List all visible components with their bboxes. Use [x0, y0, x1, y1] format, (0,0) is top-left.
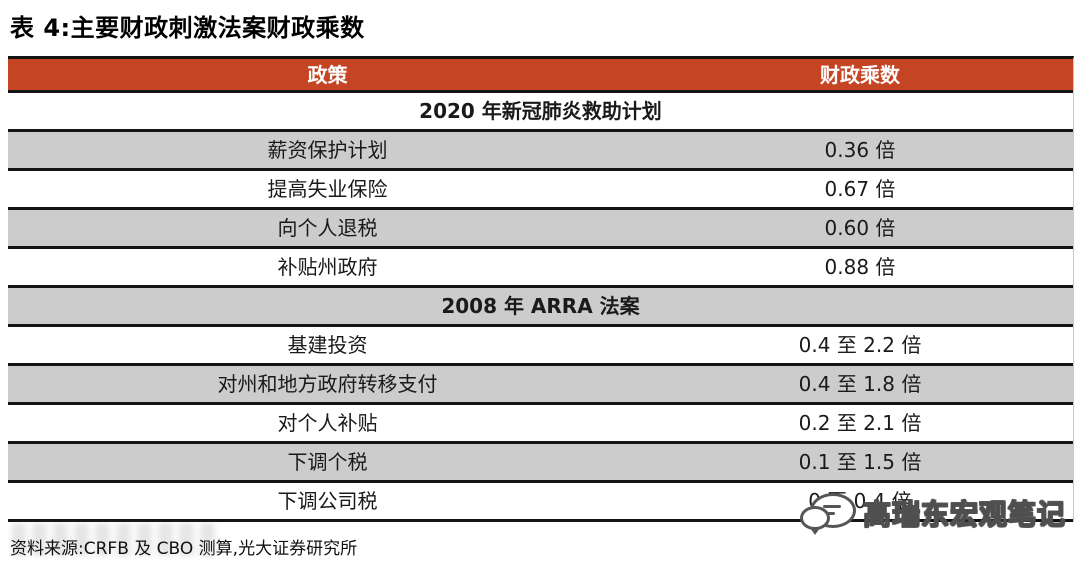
- source-note: 资料来源:CRFB 及 CBO 测算,光大证券研究所: [10, 539, 358, 559]
- policy-cell: 补贴州政府: [277, 255, 378, 279]
- table-row: 补贴州政府 0.88 倍: [8, 249, 1073, 288]
- section-label: 2008 年 ARRA 法案: [441, 294, 640, 318]
- section-row-2020: 2020 年新冠肺炎救助计划: [8, 93, 1073, 132]
- table-header-row: 政策 财政乘数: [8, 59, 1073, 93]
- policy-cell: 下调个税: [287, 450, 368, 474]
- multiplier-cell: 0.60 倍: [824, 216, 896, 240]
- watermark-label: 高瑞东宏观笔记: [862, 497, 1066, 531]
- multiplier-cell: 0.88 倍: [824, 255, 896, 279]
- column-header-multiplier: 财政乘数: [820, 62, 900, 87]
- multiplier-cell: 0.4 至 2.2 倍: [798, 333, 922, 357]
- multiplier-cell: 0.67 倍: [824, 177, 896, 201]
- faint-watermark-smudge: [12, 523, 217, 556]
- policy-cell: 下调公司税: [277, 489, 378, 513]
- table-row: 对个人补贴 0.2 至 2.1 倍: [8, 405, 1073, 444]
- policy-cell: 基建投资: [287, 333, 368, 357]
- table-row: 基建投资 0.4 至 2.2 倍: [8, 327, 1073, 366]
- multiplier-cell: 0.2 至 2.1 倍: [798, 411, 922, 435]
- section-row-2008-arra: 2008 年 ARRA 法案: [8, 288, 1073, 327]
- multiplier-cell: 0.4 至 1.8 倍: [798, 372, 922, 396]
- account-watermark: 高瑞东宏观笔记: [799, 492, 1066, 535]
- chat-bubbles-icon: [799, 492, 858, 535]
- multiplier-cell: 0.1 至 1.5 倍: [798, 450, 922, 474]
- multiplier-cell: 0.36 倍: [824, 138, 896, 162]
- table-row: 下调个税 0.1 至 1.5 倍: [8, 444, 1073, 483]
- policy-cell: 提高失业保险: [267, 177, 388, 201]
- table-row: 对州和地方政府转移支付 0.4 至 1.8 倍: [8, 366, 1073, 405]
- table-row: 薪资保护计划 0.36 倍: [8, 132, 1073, 171]
- policy-cell: 对个人补贴: [277, 411, 378, 435]
- fiscal-multiplier-table: 政策 财政乘数 2020 年新冠肺炎救助计划 薪资保护计划 0.36 倍 提高失…: [8, 56, 1074, 522]
- column-header-policy: 政策: [307, 62, 348, 87]
- policy-cell: 对州和地方政府转移支付: [217, 372, 438, 396]
- policy-cell: 向个人退税: [277, 216, 378, 240]
- section-label: 2020 年新冠肺炎救助计划: [419, 99, 662, 123]
- table-row: 提高失业保险 0.67 倍: [8, 171, 1073, 210]
- table-row: 向个人退税 0.60 倍: [8, 210, 1073, 249]
- policy-cell: 薪资保护计划: [267, 138, 388, 162]
- page-title: 表 4:主要财政刺激法案财政乘数: [10, 14, 365, 42]
- table-row: 下调公司税 0 至 0.4 倍: [8, 483, 1073, 522]
